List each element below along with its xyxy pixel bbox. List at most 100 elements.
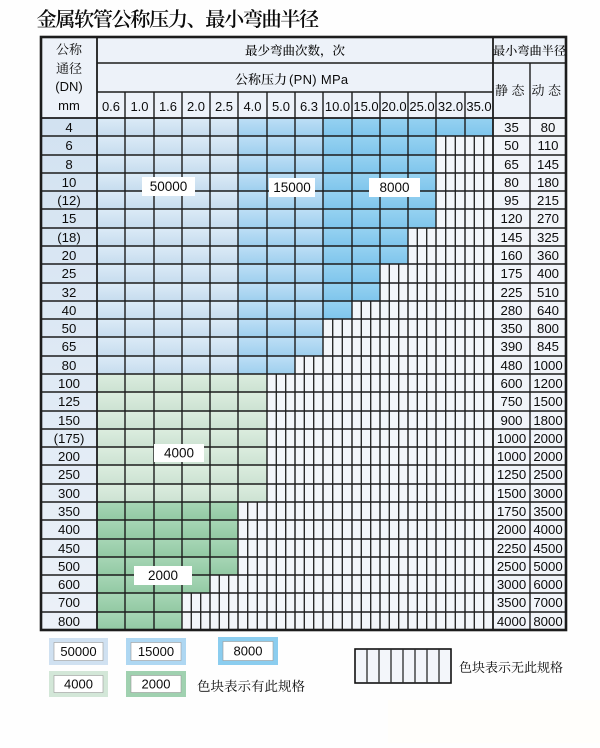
svg-text:145: 145 <box>500 230 522 245</box>
svg-text:10.0: 10.0 <box>325 99 350 114</box>
svg-text:450: 450 <box>58 541 80 556</box>
svg-text:510: 510 <box>537 285 559 300</box>
svg-text:50000: 50000 <box>60 644 96 659</box>
svg-text:160: 160 <box>500 248 522 263</box>
svg-text:200: 200 <box>58 449 80 464</box>
svg-text:175: 175 <box>500 266 522 281</box>
svg-text:1.6: 1.6 <box>159 99 177 114</box>
svg-text:32: 32 <box>62 285 77 300</box>
svg-text:80: 80 <box>541 120 556 135</box>
svg-text:1750: 1750 <box>497 504 526 519</box>
svg-text:600: 600 <box>500 376 522 391</box>
svg-text:5000: 5000 <box>533 559 562 574</box>
svg-text:225: 225 <box>500 285 522 300</box>
svg-text:3000: 3000 <box>533 486 562 501</box>
svg-text:800: 800 <box>537 321 559 336</box>
svg-text:(18): (18) <box>57 230 80 245</box>
svg-text:1000: 1000 <box>497 431 526 446</box>
svg-text:640: 640 <box>537 303 559 318</box>
svg-text:4500: 4500 <box>533 541 562 556</box>
svg-text:700: 700 <box>58 595 80 610</box>
svg-text:80: 80 <box>504 175 519 190</box>
svg-text:270: 270 <box>537 211 559 226</box>
svg-text:4000: 4000 <box>164 446 194 461</box>
svg-text:50000: 50000 <box>150 179 188 194</box>
svg-text:80: 80 <box>62 358 77 373</box>
svg-text:145: 145 <box>537 157 559 172</box>
svg-text:4000: 4000 <box>533 522 562 537</box>
svg-text:1000: 1000 <box>497 449 526 464</box>
svg-text:50: 50 <box>62 321 77 336</box>
svg-text:350: 350 <box>500 321 522 336</box>
svg-text:(175): (175) <box>54 431 85 446</box>
svg-text:0.6: 0.6 <box>102 99 120 114</box>
svg-text:4000: 4000 <box>64 677 93 692</box>
svg-text:480: 480 <box>500 358 522 373</box>
svg-text:35: 35 <box>504 120 519 135</box>
svg-text:2500: 2500 <box>497 559 526 574</box>
svg-text:250: 250 <box>58 467 80 482</box>
svg-text:15000: 15000 <box>138 644 174 659</box>
svg-text:6.3: 6.3 <box>300 99 318 114</box>
svg-text:25: 25 <box>62 266 77 281</box>
svg-text:2250: 2250 <box>497 541 526 556</box>
svg-text:8000: 8000 <box>234 644 263 659</box>
svg-text:750: 750 <box>500 394 522 409</box>
svg-text:65: 65 <box>504 157 519 172</box>
svg-text:20: 20 <box>62 248 77 263</box>
svg-text:150: 150 <box>58 413 80 428</box>
svg-text:mm: mm <box>58 98 80 113</box>
svg-text:120: 120 <box>500 211 522 226</box>
svg-text:65: 65 <box>62 339 77 354</box>
svg-text:15.0: 15.0 <box>353 99 378 114</box>
svg-text:390: 390 <box>500 339 522 354</box>
svg-text:1000: 1000 <box>533 358 562 373</box>
svg-text:2500: 2500 <box>533 467 562 482</box>
svg-text:40: 40 <box>62 303 77 318</box>
svg-text:2.0: 2.0 <box>187 99 205 114</box>
svg-text:360: 360 <box>537 248 559 263</box>
svg-text:1.0: 1.0 <box>130 99 148 114</box>
svg-text:2.5: 2.5 <box>215 99 233 114</box>
svg-text:400: 400 <box>58 522 80 537</box>
svg-text:10: 10 <box>62 175 77 190</box>
svg-text:8: 8 <box>65 157 72 172</box>
svg-text:1500: 1500 <box>497 486 526 501</box>
svg-text:6000: 6000 <box>533 577 562 592</box>
svg-text:325: 325 <box>537 230 559 245</box>
svg-text:4: 4 <box>65 120 72 135</box>
svg-text:300: 300 <box>58 486 80 501</box>
svg-text:845: 845 <box>537 339 559 354</box>
svg-text:1800: 1800 <box>533 413 562 428</box>
svg-text:20.0: 20.0 <box>381 99 406 114</box>
svg-text:6: 6 <box>65 138 72 153</box>
svg-text:180: 180 <box>537 175 559 190</box>
svg-text:2000: 2000 <box>533 431 562 446</box>
svg-text:400: 400 <box>537 266 559 281</box>
svg-text:500: 500 <box>58 559 80 574</box>
svg-text:100: 100 <box>58 376 80 391</box>
svg-text:280: 280 <box>500 303 522 318</box>
svg-text:125: 125 <box>58 394 80 409</box>
svg-text:215: 215 <box>537 193 559 208</box>
svg-text:2000: 2000 <box>497 522 526 537</box>
svg-text:7000: 7000 <box>533 595 562 610</box>
svg-text:4.0: 4.0 <box>243 99 261 114</box>
svg-text:1250: 1250 <box>497 467 526 482</box>
svg-text:3500: 3500 <box>497 595 526 610</box>
svg-text:(12): (12) <box>57 193 80 208</box>
svg-text:(PN) MPa: (PN) MPa <box>289 72 349 87</box>
svg-text:800: 800 <box>58 614 80 629</box>
svg-text:(DN): (DN) <box>55 79 82 94</box>
svg-text:32.0: 32.0 <box>438 99 463 114</box>
svg-text:600: 600 <box>58 577 80 592</box>
svg-text:5.0: 5.0 <box>272 99 290 114</box>
svg-text:1200: 1200 <box>533 376 562 391</box>
svg-text:15000: 15000 <box>273 180 311 195</box>
svg-text:95: 95 <box>504 193 519 208</box>
svg-text:3500: 3500 <box>533 504 562 519</box>
svg-text:2000: 2000 <box>533 449 562 464</box>
svg-text:8000: 8000 <box>533 614 562 629</box>
svg-text:15: 15 <box>62 211 77 226</box>
svg-text:900: 900 <box>500 413 522 428</box>
